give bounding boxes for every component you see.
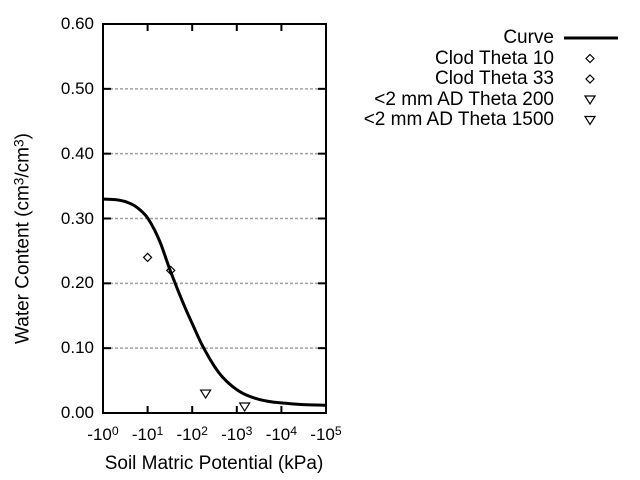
y-tick-label: 0.30 <box>60 208 94 228</box>
legend-label: Clod Theta 10 <box>434 47 554 69</box>
y-tick-label: 0.00 <box>60 403 94 422</box>
legend-diamond-marker <box>585 74 595 84</box>
x-tick-label: -103 <box>221 424 253 444</box>
x-axis-title: Soil Matric Potential (kPa) <box>104 453 324 474</box>
legend-triangle-marker <box>583 115 597 126</box>
superscript: 2 <box>201 424 208 439</box>
legend-triangle-marker <box>583 95 597 106</box>
y-tick-label: 0.20 <box>60 273 94 293</box>
curve-line <box>102 197 327 407</box>
legend-label: Clod Theta 33 <box>434 68 554 89</box>
legend-label: <2 mm AD Theta 200 <box>374 88 554 110</box>
y-tick-label: 0.50 <box>60 78 94 98</box>
x-tick-label: -104 <box>265 424 298 444</box>
legend-label: <2 mm AD Theta 1500 <box>363 109 554 130</box>
data-point-diamond <box>165 265 176 276</box>
x-tick-label: -105 <box>310 424 342 444</box>
legend-diamond-marker <box>585 53 595 64</box>
superscript: 4 <box>290 424 298 439</box>
superscript: 0 <box>111 424 119 439</box>
x-tick-label: -100 <box>87 424 119 444</box>
legend-label: Curve <box>503 27 554 48</box>
y-tick-label: 0.10 <box>60 338 94 358</box>
y-tick-label: 0.60 <box>60 14 94 33</box>
y-tick-label: 0.40 <box>60 143 94 163</box>
data-point-triangle <box>199 389 212 400</box>
data-point-triangle <box>238 402 251 413</box>
superscript: 5 <box>334 424 342 439</box>
superscript: 1 <box>156 424 164 439</box>
superscript: 3 <box>11 177 27 186</box>
x-tick-label: -101 <box>131 424 164 444</box>
superscript: 3 <box>245 424 253 439</box>
data-point-diamond <box>142 252 153 263</box>
x-tick-label: -102 <box>176 424 208 444</box>
